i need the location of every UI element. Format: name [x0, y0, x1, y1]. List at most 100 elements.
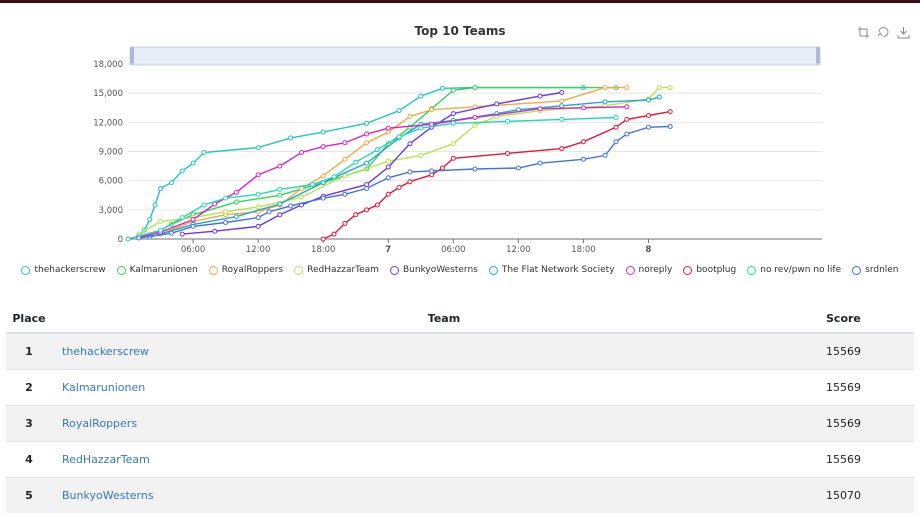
- zoom-handle-left[interactable]: [130, 47, 134, 65]
- team-cell: BunkyoWesterns: [52, 478, 826, 513]
- data-point: [180, 169, 184, 173]
- data-point: [451, 142, 455, 146]
- data-point: [397, 185, 401, 189]
- data-point: [440, 86, 444, 90]
- x-tick-label: 12:00: [506, 245, 531, 255]
- legend-item[interactable]: no rev/pwn no life: [747, 262, 841, 278]
- legend-item[interactable]: srdnlen: [852, 262, 898, 278]
- legend-item[interactable]: noreply: [626, 262, 673, 278]
- data-point: [657, 86, 661, 90]
- data-point: [224, 220, 228, 224]
- legend-marker-icon: [747, 266, 756, 275]
- series-line: [139, 88, 670, 235]
- data-point: [234, 200, 238, 204]
- data-point: [202, 150, 206, 154]
- legend-label: RoyalRoppers: [222, 265, 283, 275]
- data-point: [516, 166, 520, 170]
- data-point: [321, 174, 325, 178]
- data-point: [180, 232, 184, 236]
- data-point: [365, 132, 369, 136]
- data-point: [365, 121, 369, 125]
- place-cell: 2: [6, 370, 52, 406]
- data-point: [408, 142, 412, 146]
- team-cell: RedHazzarTeam: [52, 442, 826, 478]
- score-header: Score: [826, 304, 914, 333]
- data-point: [159, 186, 163, 190]
- data-point: [321, 130, 325, 134]
- data-point: [300, 150, 304, 154]
- legend-item[interactable]: RedHazzarTeam: [294, 262, 379, 278]
- legend-item[interactable]: bootplug: [683, 262, 736, 278]
- data-point: [169, 181, 173, 185]
- data-point: [506, 151, 510, 155]
- data-point: [668, 86, 672, 90]
- series-line: [139, 127, 670, 239]
- data-point: [256, 224, 260, 228]
- scoreboard-table: Place Team Score 1 thehackerscrew 15569 …: [6, 304, 914, 513]
- data-point: [397, 135, 401, 139]
- x-tick-label: 06:00: [441, 245, 466, 255]
- data-point: [354, 160, 358, 164]
- data-point: [657, 95, 661, 99]
- team-link[interactable]: BunkyoWesterns: [62, 489, 154, 502]
- y-tick-label: 3,000: [99, 206, 123, 216]
- data-point: [343, 192, 347, 196]
- data-point: [386, 165, 390, 169]
- data-point: [538, 161, 542, 165]
- data-point: [289, 204, 293, 208]
- legend-item[interactable]: RoyalRoppers: [209, 262, 283, 278]
- x-tick-label: 18:00: [571, 245, 596, 255]
- data-point: [365, 161, 369, 165]
- data-point: [256, 173, 260, 177]
- team-header: Team: [52, 304, 826, 333]
- data-point: [430, 169, 434, 173]
- series-line: [323, 112, 670, 239]
- data-point: [126, 237, 130, 241]
- x-tick-label: 7: [385, 245, 391, 255]
- data-point: [375, 148, 379, 152]
- data-point: [625, 86, 629, 90]
- data-point: [451, 156, 455, 160]
- place-cell: 3: [6, 406, 52, 442]
- data-point: [234, 215, 238, 219]
- data-point: [159, 220, 163, 224]
- y-tick-label: 18,000: [93, 60, 123, 70]
- legend-marker-icon: [626, 266, 635, 275]
- data-point: [581, 106, 585, 110]
- team-link[interactable]: Kalmarunionen: [62, 381, 145, 394]
- team-link[interactable]: thehackerscrew: [62, 345, 149, 358]
- score-cell: 15070: [826, 478, 914, 513]
- data-point: [506, 119, 510, 123]
- data-point: [365, 141, 369, 145]
- legend-marker-icon: [294, 266, 303, 275]
- team-link[interactable]: RoyalRoppers: [62, 417, 137, 430]
- data-point: [397, 109, 401, 113]
- data-zoom-slider[interactable]: [130, 47, 820, 65]
- data-point: [614, 140, 618, 144]
- y-tick-label: 15,000: [93, 89, 123, 99]
- data-point: [647, 98, 651, 102]
- y-tick-label: 9,000: [99, 148, 123, 158]
- data-point: [213, 229, 217, 233]
- legend-item[interactable]: The Flat Network Society: [489, 262, 615, 278]
- data-point: [538, 107, 542, 111]
- legend-label: srdnlen: [865, 265, 898, 275]
- legend-item[interactable]: Kalmarunionen: [117, 262, 198, 278]
- data-point: [300, 195, 304, 199]
- legend-item[interactable]: BunkyoWesterns: [390, 262, 478, 278]
- zoom-handle-right[interactable]: [816, 47, 820, 65]
- legend-item[interactable]: thehackerscrew: [21, 262, 105, 278]
- team-link[interactable]: RedHazzarTeam: [62, 453, 150, 466]
- table-row: 2 Kalmarunionen 15569: [6, 370, 914, 406]
- data-point: [408, 115, 412, 119]
- legend-marker-icon: [390, 266, 399, 275]
- data-point: [386, 176, 390, 180]
- data-point: [365, 186, 369, 190]
- data-point: [310, 183, 314, 187]
- data-point: [256, 146, 260, 150]
- data-point: [278, 164, 282, 168]
- place-cell: 1: [6, 333, 52, 370]
- data-point: [473, 167, 477, 171]
- data-point: [451, 88, 455, 92]
